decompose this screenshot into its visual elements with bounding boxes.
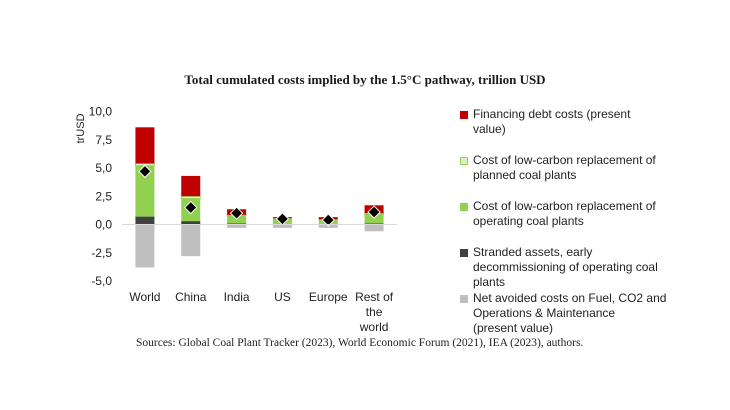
bar-segment-negative [272,224,292,228]
legend-label: Cost of low-carbon replacement of planned… [473,153,656,182]
legend-swatch [460,157,468,165]
x-axis: World China India US Europe Rest of the world [122,224,397,334]
net-total-diamond [321,213,335,227]
net-total-diamond [229,206,244,220]
bar-segment-negative [227,224,247,228]
bar-segment [180,195,201,199]
x-tick-label: Rest of the world [355,290,394,334]
bar-segment [135,165,155,217]
x-tick-label: India [224,290,250,304]
x-tick-label: Europe [309,290,348,304]
x-tick-label: World [129,290,160,304]
bar-segment [364,214,384,224]
legend-swatch [460,295,468,303]
bar-segment-negative [181,224,201,257]
net-total-diamond [367,205,381,219]
legend-swatch [460,111,468,119]
y-axis-label: trUSD [75,113,87,143]
legend-label: Stranded assets, early decommissioning of… [473,245,658,289]
bar-segment [181,221,201,225]
chart-title: Total cumulated costs implied by the 1.5… [184,72,546,87]
bar-segment-negative [364,224,384,232]
y-axis: 10,0 7,5 5,0 2,5 0,0 -2,5 -5,0 trUSD [75,105,112,289]
bar-segment [135,127,155,164]
y-tick-label: 7,5 [95,133,112,147]
bar-segment [227,223,247,225]
bars [135,127,384,268]
bar-segment [181,175,201,197]
net-total-markers [138,164,381,227]
y-tick-label: 0,0 [95,218,112,232]
legend-label: Financing debt costs (present value) [473,107,631,136]
net-total-diamond [184,200,198,215]
net-total-diamond [138,164,152,179]
bar-segment-negative [135,224,155,268]
bar-segment [364,223,384,225]
y-tick-label: 10,0 [89,105,113,119]
legend-label: Cost of low-carbon replacement of operati… [473,199,656,228]
y-tick-label: -2,5 [91,246,112,260]
legend-swatch [460,249,468,257]
y-tick-label: -5,0 [91,274,112,288]
y-tick-label: 2,5 [95,189,112,203]
legend-label: Net avoided costs on Fuel, CO2 and Operat… [473,291,667,335]
y-tick-label: 5,0 [95,161,112,175]
x-tick-label: US [274,290,291,304]
bar-segment [135,216,155,225]
legend-swatch [460,203,468,211]
x-tick-label: China [175,290,207,304]
source-note: Sources: Global Coal Plant Tracker (2023… [136,337,584,349]
